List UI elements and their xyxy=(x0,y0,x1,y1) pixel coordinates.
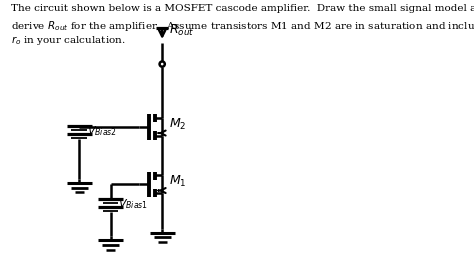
Text: $M_1$: $M_1$ xyxy=(169,174,186,189)
Text: $R_{out}$: $R_{out}$ xyxy=(169,23,194,38)
Text: $M_2$: $M_2$ xyxy=(169,117,186,132)
Text: $V_{Bias1}$: $V_{Bias1}$ xyxy=(118,197,149,211)
Text: derive $R_{out}$ for the amplifier.  Assume transistors M1 and M2 are in saturat: derive $R_{out}$ for the amplifier. Assu… xyxy=(11,19,474,33)
Text: The circuit shown below is a MOSFET cascode amplifier.  Draw the small signal mo: The circuit shown below is a MOSFET casc… xyxy=(11,4,474,13)
Text: $V_{Bias2}$: $V_{Bias2}$ xyxy=(87,124,117,138)
Text: $r_o$ in your calculation.: $r_o$ in your calculation. xyxy=(11,34,126,47)
